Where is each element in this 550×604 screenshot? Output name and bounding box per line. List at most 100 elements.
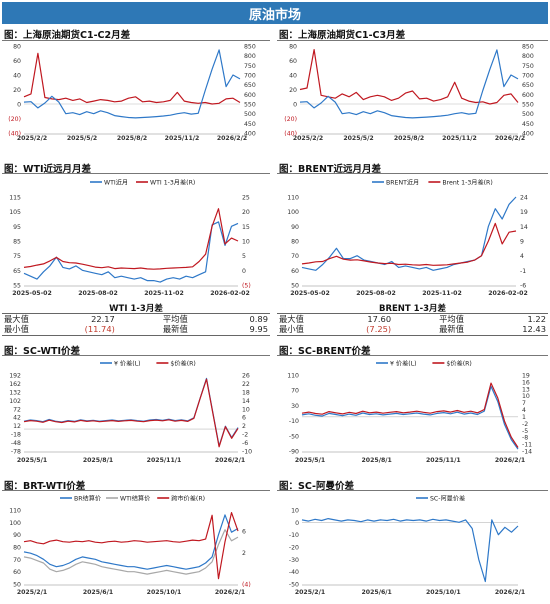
x-tick-label: 2025/8/1: [83, 457, 113, 464]
y-tick-label-right: 10: [242, 406, 250, 413]
y-tick-label-right: 18: [242, 389, 250, 396]
stat-label: 最小值: [279, 324, 304, 334]
series-line: [23, 221, 239, 283]
y-tick-label-left: 110: [9, 508, 21, 515]
x-tick-label: 2025-05-02: [290, 290, 330, 297]
y-tick-label-right: 2: [242, 550, 246, 557]
y-tick-label-left: 110: [287, 373, 299, 380]
series-line: [301, 385, 519, 450]
chart-sc-c1c2: 80 60 40 20 0 (20) (40) 850 800 750 700 650 600 550 50…: [8, 44, 256, 143]
y-tick-label-left: 60: [13, 569, 21, 576]
y-tick-label-left: (20): [8, 116, 21, 123]
y-tick-label-right: 0: [242, 268, 246, 275]
y-tick-label-left: 70: [291, 253, 299, 260]
x-tick-label: 2025/10/1: [147, 589, 182, 596]
x-tick-label: 2026/2/1: [215, 589, 245, 596]
y-tick-label-right: 850: [522, 44, 534, 51]
x-tick-label: 2026/2/2: [495, 135, 525, 142]
series-line: [299, 49, 519, 105]
y-tick-label-right: 20: [242, 209, 250, 216]
x-tick-label: 2025/5/1: [17, 457, 47, 464]
y-tick-label-right: 600: [244, 92, 256, 99]
y-tick-label-left: 0: [17, 102, 21, 109]
x-tick-label: 2025-08-02: [78, 290, 118, 297]
y-tick-label-left: 95: [13, 224, 21, 231]
x-tick-label: 2026-02-02: [210, 290, 250, 297]
y-tick-label-right: 4: [522, 407, 526, 414]
stat-value: (11.74): [84, 324, 115, 334]
y-tick-label-right: 13: [522, 386, 530, 393]
title-rule: [2, 355, 270, 356]
stats-row: 最小值 (7.25) 最新值 12.43: [277, 324, 548, 334]
y-tick-label-right: -1: [520, 268, 526, 275]
y-tick-label-left: -78: [11, 449, 21, 456]
series-line: [23, 377, 239, 447]
y-tick-label-right: 550: [522, 102, 534, 109]
stats-rule: [277, 335, 548, 336]
y-tick-label-left: 110: [287, 195, 299, 202]
y-tick-label-left: (40): [284, 131, 297, 138]
y-tick-label-left: 192: [9, 373, 21, 380]
y-tick-label-left: -10: [289, 418, 299, 425]
x-tick-label: 2025/10/1: [426, 589, 461, 596]
stat-label: 最新值: [162, 324, 188, 334]
y-tick-label-right: 25: [242, 195, 250, 202]
stats-title-brent: BRENT 1-3月差: [378, 304, 447, 314]
stats-rule: [2, 313, 270, 314]
y-tick-label-left: 55: [13, 283, 21, 290]
stat-label: 最大值: [279, 314, 304, 324]
x-tick-label: 2025/11/1: [147, 457, 182, 464]
stats-rule: [2, 335, 270, 336]
y-tick-label-left: 75: [13, 253, 21, 260]
panel-title-wti-spread: 图：WTI近远月月差: [4, 164, 91, 175]
x-tick-label: 2026-02-02: [488, 290, 528, 297]
x-tick-label: 2025/8/1: [361, 457, 391, 464]
stat-value: 17.60: [367, 314, 392, 324]
y-tick-label-right: 800: [522, 53, 534, 60]
chart-brent-spread: 110 100 90 80 70 60 50 24 19 14 9 4 -1 -6 2025-05-02 20…: [287, 178, 528, 297]
page-banner: 原油市场: [2, 2, 548, 24]
x-tick-label: 2025/6/1: [361, 589, 391, 596]
y-tick-label-right: 10: [522, 393, 530, 400]
x-tick-label: 2026/2/2: [217, 135, 247, 142]
y-tick-label-left: (40): [8, 131, 21, 138]
legend-label: WTI近月: [104, 178, 128, 186]
y-tick-label-left: 60: [13, 58, 21, 65]
title-rule: [2, 40, 270, 41]
x-tick-label: 2025/11/2: [442, 135, 477, 142]
page-title: 原油市场: [248, 7, 301, 23]
x-tick-label: 2025/11/1: [426, 457, 461, 464]
panel-title-sc-c1c2: 图：上海原油期货C1-C2月差: [4, 30, 131, 41]
y-tick-label-right: (5): [242, 283, 251, 290]
series-line: [23, 52, 241, 105]
y-tick-label-right: 16: [522, 379, 530, 386]
series-line: [301, 518, 519, 583]
y-tick-label-left: 70: [13, 557, 21, 564]
y-tick-label-left: 70: [291, 388, 299, 395]
y-tick-label-right: 5: [242, 253, 246, 260]
y-tick-label-right: 700: [244, 73, 256, 80]
x-tick-label: 2025/2/2: [17, 135, 47, 142]
y-tick-label-left: 90: [291, 224, 299, 231]
y-tick-label-left: 12: [13, 423, 21, 430]
y-tick-label-left: 10: [291, 508, 299, 515]
y-tick-label-left: 50: [13, 582, 21, 589]
panel-title-sc-wti: 图：SC-WTI价差: [4, 346, 81, 357]
stat-label: 最小值: [4, 324, 29, 334]
title-rule: [277, 490, 548, 491]
x-tick-label: 2025-11-02: [144, 290, 184, 297]
x-tick-label: 2025-11-02: [422, 290, 462, 297]
stats-table-wti: 最大值 22.17 平均值 0.89 最小值 (11.74) 最新值 9.95: [2, 314, 270, 334]
y-tick-label-right: -2: [522, 421, 528, 428]
x-tick-label: 2025/2/2: [293, 135, 323, 142]
chart-brt-wti: 110 100 90 80 70 60 50 6 2 (4) 2025/2/1 2025/6/1 202…: [9, 494, 251, 596]
y-tick-label-right: -5: [522, 428, 528, 435]
y-tick-label-right: 26: [242, 373, 250, 380]
x-tick-label: 2025-08-02: [356, 290, 396, 297]
legend-label: $价差(R): [170, 359, 195, 367]
y-tick-label-right: 1: [522, 414, 526, 421]
y-tick-label-right: 7: [522, 400, 526, 407]
series-line: [23, 529, 239, 575]
y-tick-label-left: 85: [13, 239, 21, 246]
